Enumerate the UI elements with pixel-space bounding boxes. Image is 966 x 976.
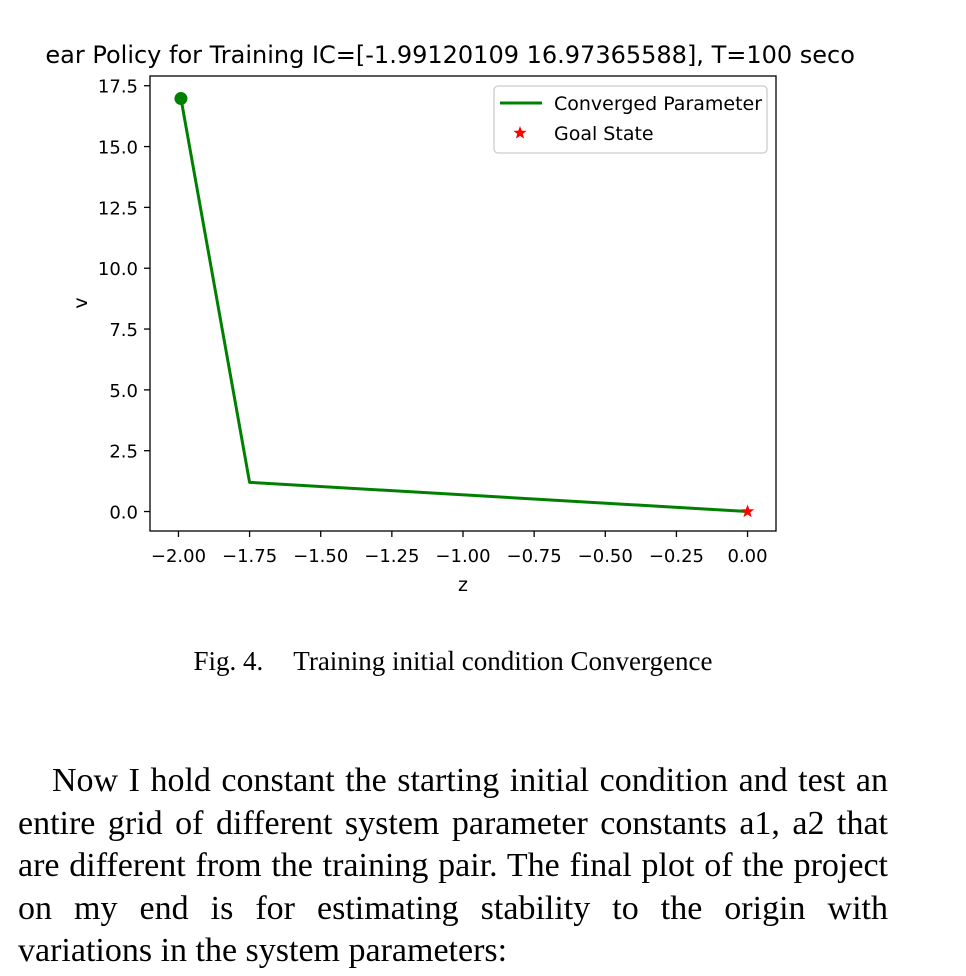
y-tick-label: 2.5 [109, 442, 138, 463]
y-tick-label: 10.0 [98, 259, 138, 280]
initial-condition-marker [174, 92, 188, 106]
y-tick-label: 7.5 [109, 320, 138, 341]
x-tick-label: −1.50 [293, 546, 348, 567]
y-axis-label: v [70, 297, 92, 308]
legend: Converged Parameter Goal State [493, 85, 768, 154]
body-paragraph: Now I hold constant the starting initial… [18, 762, 888, 969]
figure-caption-label: Fig. 4. [193, 646, 264, 676]
chart: Linear Policy for Training IC=[-1.991201… [10, 41, 898, 596]
legend-label-converged-parameter: Converged Parameter [554, 93, 762, 115]
legend-label-goal-state: Goal State [554, 123, 654, 145]
x-tick-label: −1.75 [222, 546, 277, 567]
x-axis-label: z [458, 574, 468, 596]
figure-caption: Fig. 4. Training initial condition Conver… [0, 646, 906, 677]
legend-star-swatch [513, 126, 527, 139]
x-tick-label: −0.50 [578, 546, 633, 567]
y-tick-label: 12.5 [98, 198, 138, 219]
x-tick-label: 0.00 [728, 546, 768, 567]
x-tick-label: −1.00 [435, 546, 490, 567]
figure-4: Linear Policy for Training IC=[-1.991201… [10, 41, 898, 596]
x-tick-label: −0.75 [507, 546, 562, 567]
x-tick-label: −0.25 [649, 546, 704, 567]
legend-box [493, 85, 768, 154]
y-tick-label: 5.0 [109, 381, 138, 402]
x-tick-label: −1.25 [364, 546, 419, 567]
converged-parameter-line [179, 98, 748, 514]
goal-state-marker [740, 504, 755, 518]
chart-title: Linear Policy for Training IC=[-1.991201… [10, 41, 898, 69]
axes: −2.00 −1.75 −1.50 −1.25 −1.00 −0.75 −0.50 −0.25… [98, 75, 777, 567]
x-tick-label: −2.00 [151, 546, 206, 567]
plot-area [174, 92, 755, 518]
y-tick-label: 0.0 [109, 503, 138, 524]
y-tick-label: 17.5 [98, 77, 138, 98]
y-tick-label: 15.0 [98, 138, 138, 159]
figure-caption-text: Training initial condition Convergence [293, 646, 713, 676]
